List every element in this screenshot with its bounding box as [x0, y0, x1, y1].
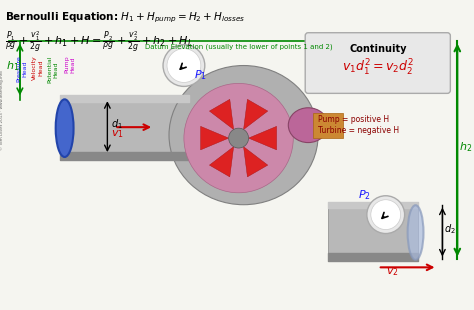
FancyBboxPatch shape [305, 33, 450, 93]
Text: $P_1$: $P_1$ [194, 69, 207, 82]
Text: $P_2$: $P_2$ [358, 188, 371, 202]
Ellipse shape [288, 108, 328, 143]
Text: Datum Elevation (usually the lower of points 1 and 2): Datum Elevation (usually the lower of po… [145, 44, 332, 50]
Polygon shape [244, 147, 268, 177]
Polygon shape [244, 99, 268, 130]
Text: $v_2$: $v_2$ [386, 266, 399, 278]
Text: Pump
Head: Pump Head [64, 55, 75, 73]
Polygon shape [210, 147, 234, 177]
Polygon shape [328, 205, 418, 259]
Ellipse shape [167, 49, 201, 82]
Text: $\frac{P_1}{\rho g} + \frac{v_1^2}{2g} + h_1 + H = \frac{P_2}{\rho g} + \frac{v_: $\frac{P_1}{\rho g} + \frac{v_1^2}{2g} +… [5, 29, 193, 54]
Text: Potential
Head: Potential Head [47, 55, 58, 83]
Text: $h_1$: $h_1$ [6, 60, 19, 73]
Bar [313, 113, 343, 138]
Polygon shape [248, 126, 277, 150]
Ellipse shape [408, 205, 423, 260]
Ellipse shape [184, 83, 293, 193]
Text: Velocity
Head: Velocity Head [32, 55, 43, 80]
Text: Pressure
Head: Pressure Head [17, 55, 27, 82]
Polygon shape [210, 99, 234, 130]
Text: Continuity: Continuity [349, 44, 407, 54]
Ellipse shape [228, 128, 248, 148]
Text: $d_1$: $d_1$ [111, 117, 123, 131]
Polygon shape [60, 100, 189, 155]
Polygon shape [201, 126, 228, 150]
Text: $v_1 d_1^2 = v_2 d_2^2$: $v_1 d_1^2 = v_2 d_2^2$ [342, 58, 414, 78]
Text: $d_2$: $d_2$ [445, 223, 456, 236]
Text: © Tom Lovet 2013 · www.learneng.info: © Tom Lovet 2013 · www.learneng.info [0, 70, 4, 150]
Ellipse shape [371, 200, 401, 230]
Ellipse shape [367, 196, 405, 233]
Text: $v_1$: $v_1$ [111, 128, 124, 140]
Text: Bernoulli Equation: $H_1 + H_{pump} = H_2 + H_{losses}$: Bernoulli Equation: $H_1 + H_{pump} = H_… [5, 11, 246, 25]
Ellipse shape [169, 65, 318, 205]
Ellipse shape [163, 45, 205, 86]
Text: Pump = positive H
Turbine = negative H: Pump = positive H Turbine = negative H [318, 115, 399, 135]
Text: $h_2$: $h_2$ [459, 140, 473, 154]
Ellipse shape [55, 99, 73, 157]
